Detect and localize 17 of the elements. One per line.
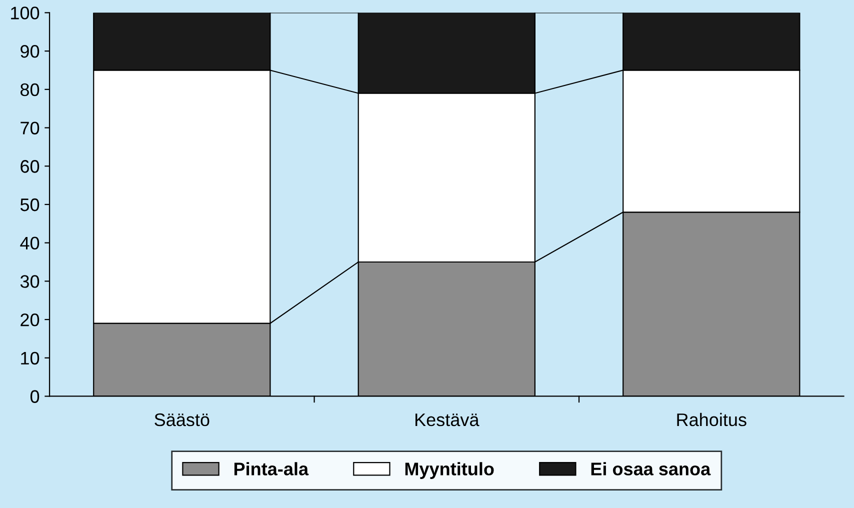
y-tick-label: 70	[20, 122, 40, 134]
x-tick-label: Säästö	[154, 413, 210, 426]
x-tick-label: Kestävä	[416, 414, 480, 426]
y-tick-label: 0	[30, 390, 40, 403]
x-tick-label: Rahoitus	[677, 412, 746, 426]
y-tick-label: 50	[20, 198, 40, 212]
legend-label: Myyntitulo	[405, 462, 494, 479]
legend-label: Ei osaa sanoa	[591, 462, 711, 476]
y-tick-label: 40	[20, 236, 40, 250]
y-tick-label: 60	[20, 160, 40, 173]
y-tick-label: 100	[11, 6, 40, 20]
y-tick-label: 20	[20, 313, 40, 326]
legend-label: Pinta-ala	[234, 462, 309, 476]
y-tick-label: 10	[21, 352, 40, 365]
y-tick-label: 30	[20, 275, 40, 288]
y-tick-label: 90	[20, 44, 40, 58]
y-tick-label: 80	[20, 83, 40, 96]
